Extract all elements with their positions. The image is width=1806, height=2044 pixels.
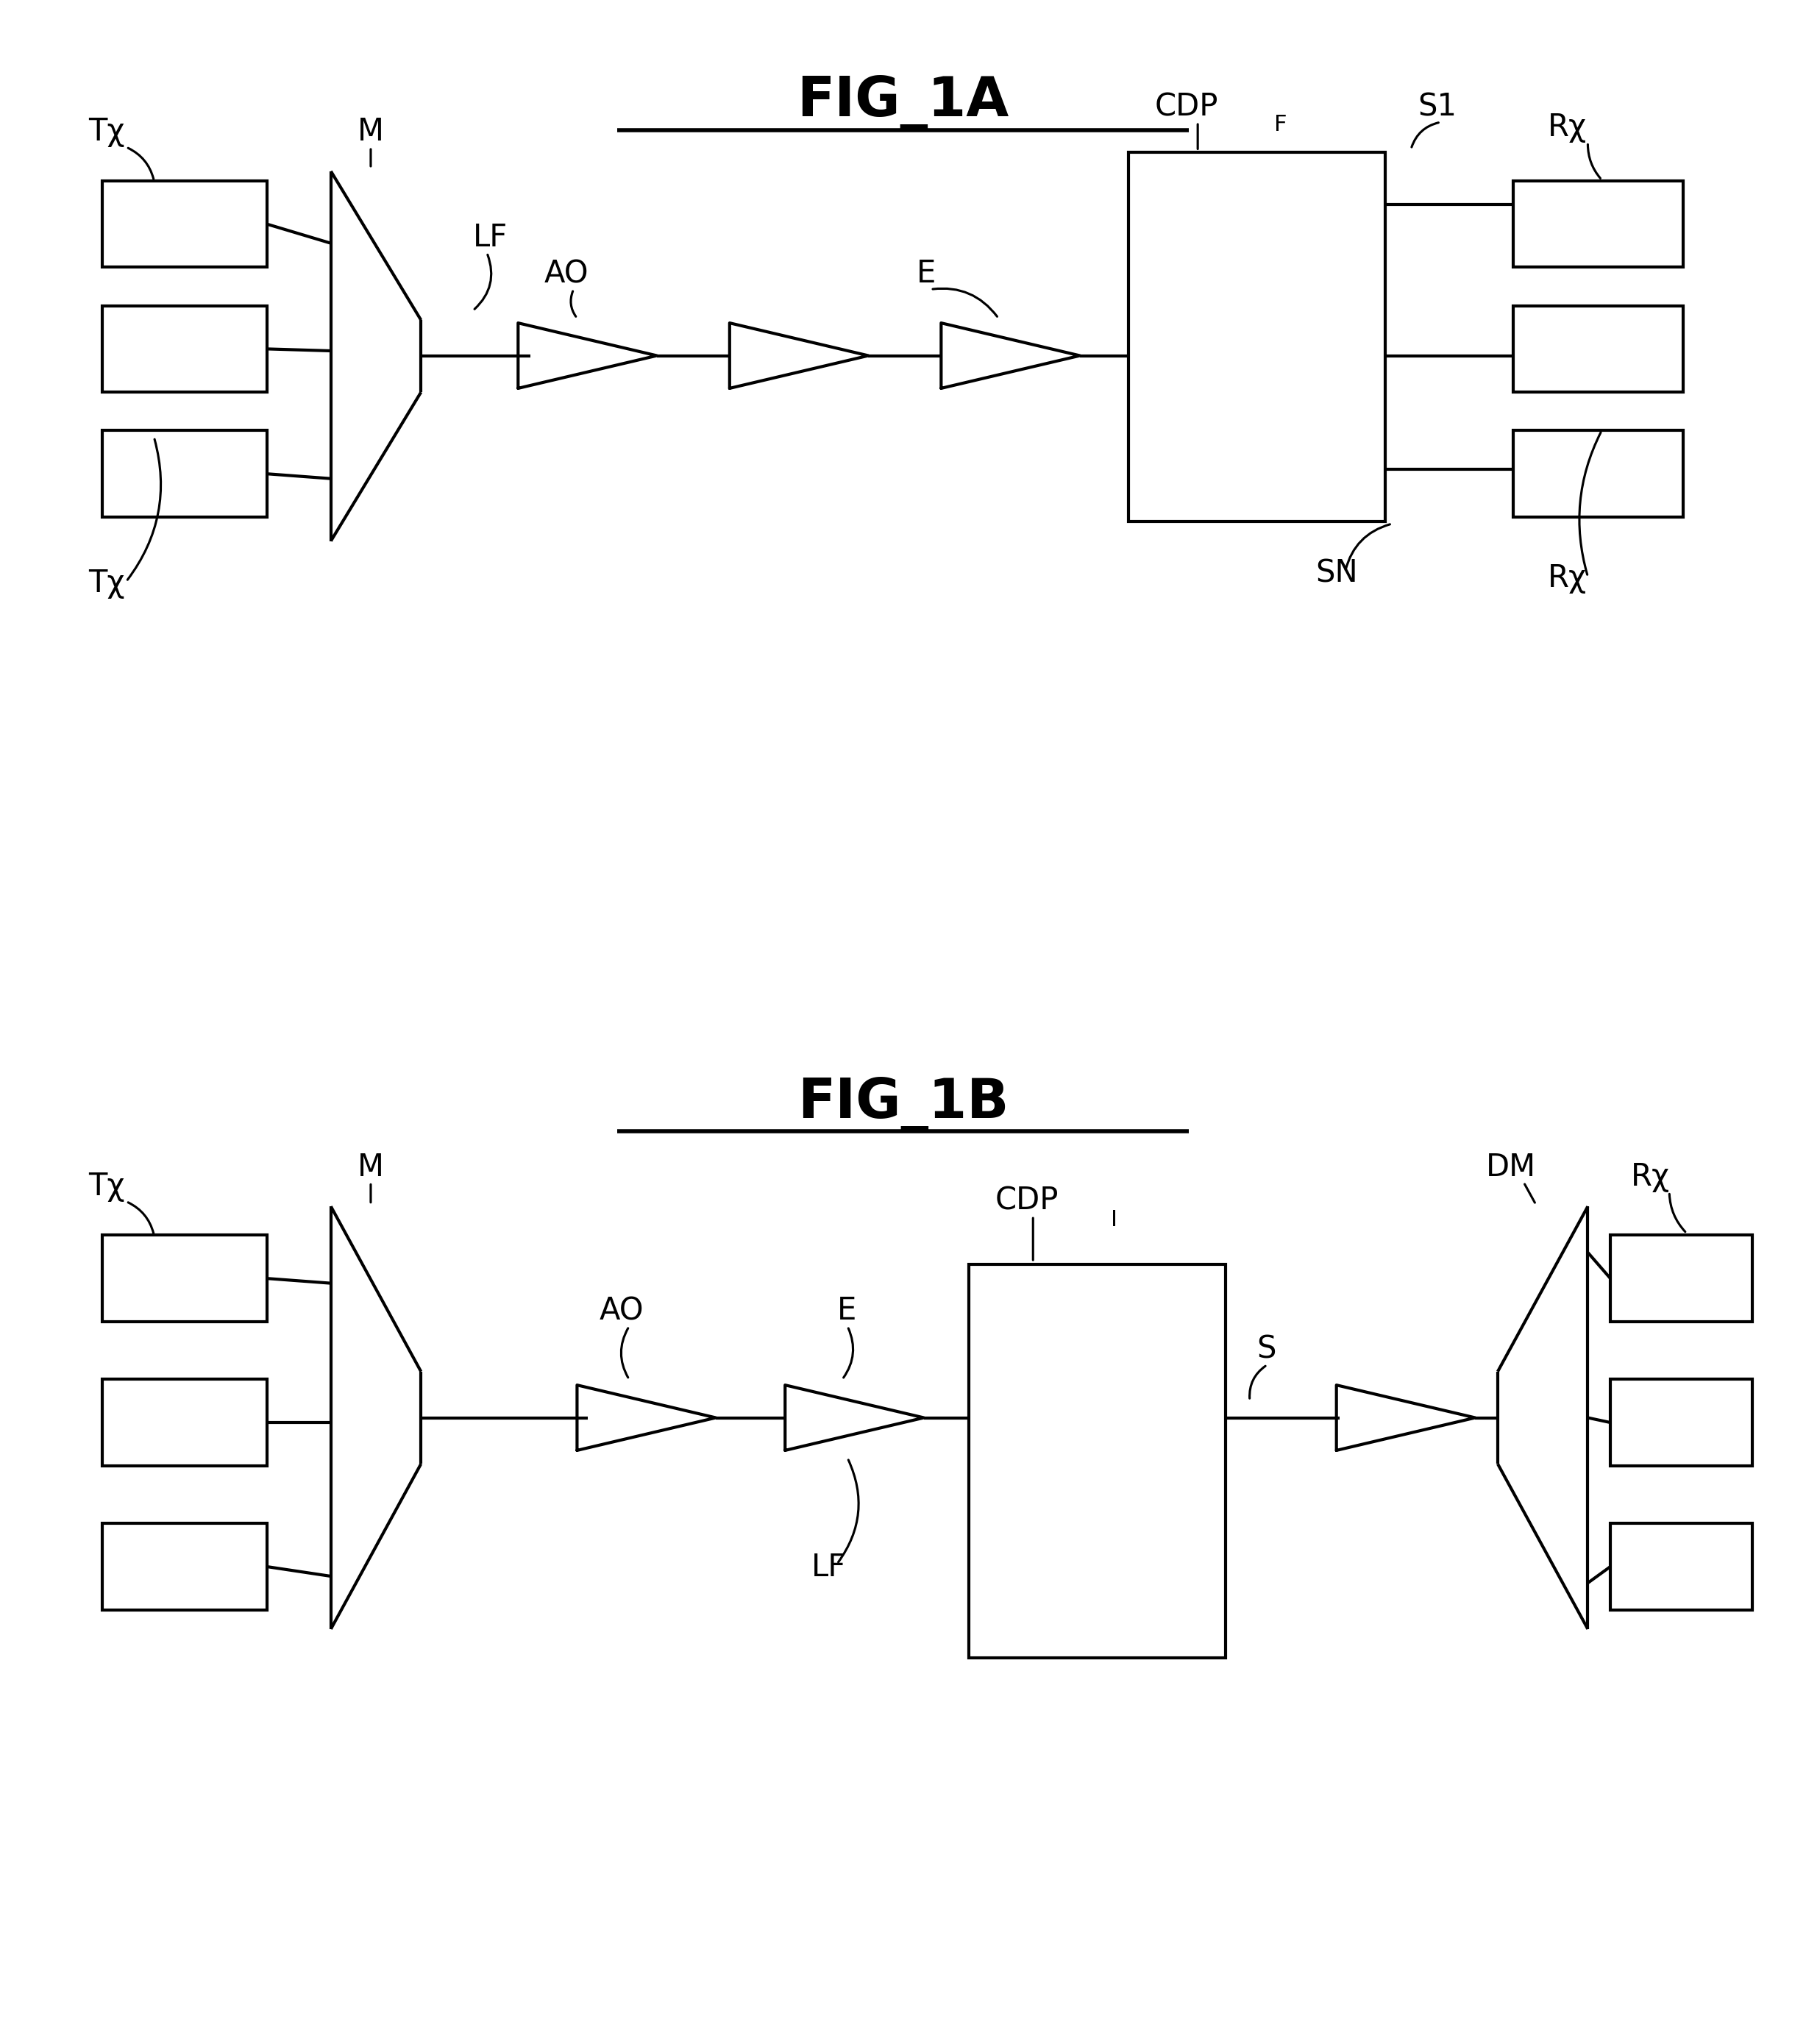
Text: Tχ: Tχ xyxy=(88,1171,125,1202)
Bar xyxy=(101,307,267,392)
Bar xyxy=(101,1235,267,1322)
Text: DM: DM xyxy=(1486,1151,1535,1181)
Text: LF: LF xyxy=(811,1551,845,1582)
Text: LF: LF xyxy=(473,223,507,253)
Bar xyxy=(1513,307,1683,392)
Text: CDP: CDP xyxy=(995,1186,1058,1216)
Bar xyxy=(101,1380,267,1466)
Bar xyxy=(1611,1235,1752,1322)
Text: Rχ: Rχ xyxy=(1631,1161,1671,1192)
Bar xyxy=(1611,1380,1752,1466)
Text: Tχ: Tχ xyxy=(88,568,125,599)
Bar xyxy=(1129,151,1385,521)
Bar xyxy=(101,1523,267,1611)
Text: M: M xyxy=(358,1151,385,1181)
Bar xyxy=(101,180,267,268)
Text: Rχ: Rχ xyxy=(1548,112,1587,143)
Bar xyxy=(101,431,267,517)
Text: E: E xyxy=(917,258,936,290)
Text: S1: S1 xyxy=(1418,92,1457,123)
Bar xyxy=(968,1263,1226,1658)
Text: Tχ: Tχ xyxy=(88,117,125,147)
Bar xyxy=(1513,180,1683,268)
Text: S: S xyxy=(1257,1335,1277,1365)
Text: FIG_1A: FIG_1A xyxy=(796,76,1010,129)
Text: I: I xyxy=(1111,1210,1118,1230)
Text: CDP: CDP xyxy=(1154,92,1217,123)
Text: AO: AO xyxy=(544,258,589,290)
Text: M: M xyxy=(358,117,385,147)
Text: FIG_1B: FIG_1B xyxy=(796,1077,1010,1130)
Text: SN: SN xyxy=(1315,558,1358,589)
Bar xyxy=(1513,431,1683,517)
Text: AO: AO xyxy=(600,1296,645,1327)
Bar xyxy=(1611,1523,1752,1611)
Text: F: F xyxy=(1273,114,1288,135)
Text: Rχ: Rχ xyxy=(1548,562,1587,595)
Text: E: E xyxy=(838,1296,856,1327)
